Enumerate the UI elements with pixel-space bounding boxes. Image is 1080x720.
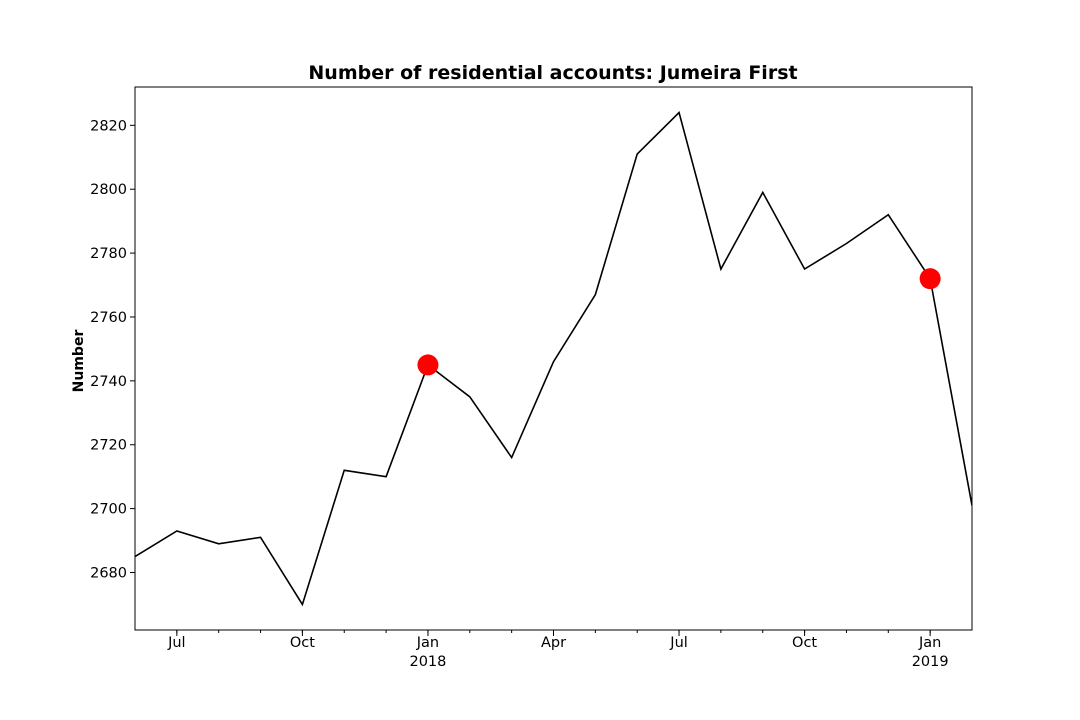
chart-title: Number of residential accounts: Jumeira … xyxy=(308,62,797,84)
plot-area-frame xyxy=(134,86,973,631)
x-tick-year-label: 2019 xyxy=(912,654,949,670)
y-tick-label: 2740 xyxy=(90,374,127,390)
highlight-layer xyxy=(417,268,941,376)
x-axis: Jul Oct Jan 2018 Apr Jul Oct Jan 2019 xyxy=(167,630,949,670)
x-tick-label: Jan xyxy=(416,635,439,651)
x-tick-label: Jul xyxy=(669,635,688,651)
y-tick-label: 2680 xyxy=(90,566,127,582)
y-axis: 2680 2700 2720 2740 2760 2780 2800 2820 xyxy=(90,118,135,582)
y-tick-label: 2720 xyxy=(90,438,127,454)
highlight-marker xyxy=(919,268,941,290)
y-tick-label: 2760 xyxy=(90,310,127,326)
y-axis-label: Number xyxy=(71,330,87,393)
x-tick-label: Jul xyxy=(167,635,186,651)
series-layer xyxy=(135,111,972,607)
y-tick-label: 2700 xyxy=(90,502,127,518)
x-tick-label: Oct xyxy=(792,635,817,651)
highlight-marker xyxy=(417,354,439,376)
y-tick-label: 2820 xyxy=(90,118,127,134)
x-tick-label: Apr xyxy=(541,635,566,651)
y-tick-label: 2800 xyxy=(90,182,127,198)
x-tick-label: Jan xyxy=(918,635,941,651)
x-tick-label: Oct xyxy=(290,635,315,651)
y-tick-label: 2780 xyxy=(90,246,127,262)
series-line-1 xyxy=(135,111,972,607)
x-tick-year-label: 2018 xyxy=(409,654,446,670)
